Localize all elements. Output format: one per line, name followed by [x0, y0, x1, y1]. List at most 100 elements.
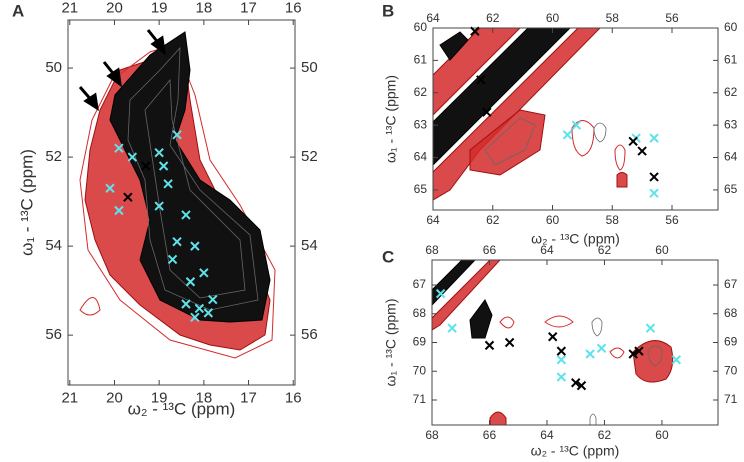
y-axis-title: ω₁ - ¹³C (ppm) [383, 299, 399, 387]
cross-peak [470, 26, 480, 36]
y-tick-label: 69 [724, 335, 738, 349]
x-tick-label: 62 [598, 428, 612, 442]
cross-peak [484, 340, 495, 351]
cross-peak [172, 130, 182, 140]
y-tick-label: 70 [724, 363, 738, 377]
x-tick-label: 56 [665, 11, 679, 25]
cross-peak [576, 380, 587, 391]
x-tick-label: 64 [540, 243, 554, 257]
x-tick-label: 16 [285, 0, 302, 17]
cross-peak [114, 143, 124, 153]
panel-label: B [382, 1, 394, 20]
y-tick-label: 71 [413, 392, 427, 406]
y-tick-label: 68 [413, 306, 427, 320]
x-tick-label: 60 [546, 213, 560, 227]
x-tick-label: 60 [546, 11, 560, 25]
cross-peak [628, 349, 638, 359]
cross-peak [190, 241, 200, 251]
cross-peak [167, 254, 178, 265]
y-tick-label: 63 [414, 117, 428, 131]
x-tick-label: 19 [151, 0, 168, 17]
y-tick-label: 52 [301, 148, 318, 165]
y-tick-label: 54 [45, 237, 62, 254]
y-tick-label: 54 [301, 237, 318, 254]
y-tick-label: 70 [413, 363, 427, 377]
x-tick-label: 62 [486, 213, 500, 227]
y-tick-label: 65 [724, 182, 738, 196]
x-tick-label: 58 [606, 213, 620, 227]
cross-peak [482, 107, 492, 117]
cross-peak [585, 349, 595, 359]
cross-peak [447, 323, 457, 333]
x-tick-label: 62 [598, 243, 612, 257]
y-tick-label: 64 [724, 150, 738, 164]
cross-peak [556, 372, 567, 382]
y-tick-label: 60 [414, 20, 428, 34]
contours-c [432, 260, 674, 425]
y-tick-label: 69 [413, 335, 427, 349]
y-tick-label: 50 [45, 59, 62, 76]
x-tick-label: 60 [655, 243, 669, 257]
cross-peak [105, 183, 115, 193]
cross-peak [181, 210, 191, 220]
cross-peak [476, 75, 486, 85]
y-tick-label: 56 [45, 326, 62, 343]
cross-peak [634, 346, 644, 356]
y-tick-label: 60 [724, 20, 738, 34]
cross-peak [571, 120, 582, 130]
y-tick-label: 50 [301, 59, 318, 76]
x-tick-label: 68 [425, 428, 439, 442]
y-tick-label: 56 [301, 326, 318, 343]
cross-peak [645, 323, 656, 333]
panel-label: C [382, 247, 394, 266]
y-tick-label: 61 [414, 53, 428, 67]
cross-peak [556, 355, 567, 365]
x-axis-title: ω₂ - ¹³C (ppm) [128, 399, 236, 418]
cross-peak [163, 179, 173, 189]
plot-frame [432, 27, 719, 211]
cross-peak [114, 205, 124, 216]
y-tick-label: 67 [413, 277, 427, 291]
cross-peak [649, 172, 659, 182]
cross-peak [154, 201, 164, 211]
cross-peak [628, 136, 638, 147]
x-tick-label: 19 [151, 389, 168, 406]
x-tick-label: 64 [426, 213, 440, 227]
cross-peak [596, 343, 607, 353]
cross-peak [172, 236, 182, 247]
x-tick-label: 64 [426, 11, 440, 25]
contours-b [433, 28, 628, 201]
y-axis-title: ω₁ - ¹³C (ppm) [17, 149, 36, 256]
x-tick-label: 18 [195, 0, 212, 17]
cross-peak [556, 346, 567, 356]
cross-peak [127, 152, 138, 162]
cross-peak [203, 308, 214, 318]
cross-peak [548, 332, 558, 342]
cross-peak [649, 188, 659, 198]
y-tick-label: 68 [724, 306, 738, 320]
cross-peak [123, 192, 133, 202]
cross-peak [194, 303, 205, 314]
arrows [78, 29, 166, 112]
x-tick-label: 18 [195, 389, 212, 406]
x-tick-label: 60 [655, 428, 669, 442]
cross-peak [637, 146, 647, 156]
y-tick-label: 61 [724, 53, 738, 67]
x-tick-label: 20 [106, 389, 123, 406]
cross-peak [190, 312, 200, 323]
y-tick-label: 71 [724, 392, 738, 406]
cross-peak [571, 378, 581, 388]
cross-peak [199, 268, 209, 278]
contours-a [79, 31, 276, 359]
x-axis-title: ω₂ - ¹³C (ppm) [531, 231, 620, 247]
cross-peak [141, 161, 151, 171]
x-tick-label: 20 [106, 0, 123, 17]
x-tick-label: 17 [240, 0, 257, 17]
x-tick-label: 21 [61, 0, 78, 17]
cross-peak [562, 130, 573, 140]
y-tick-label: 62 [724, 85, 738, 99]
x-tick-label: 68 [425, 243, 439, 257]
cross-peak [154, 147, 164, 158]
x-tick-label: 21 [61, 389, 78, 406]
